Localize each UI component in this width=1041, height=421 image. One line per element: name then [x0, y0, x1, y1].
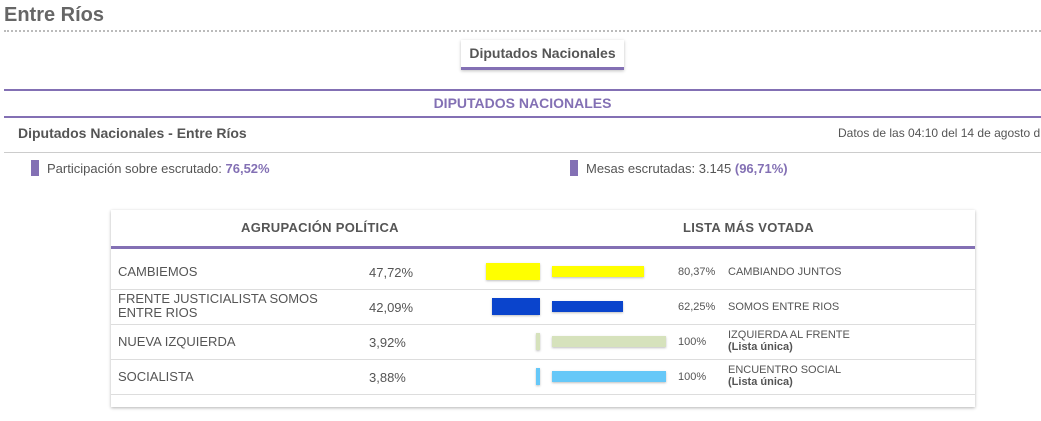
party-name: NUEVA IZQUIERDA [118, 334, 236, 349]
lista-label: CAMBIANDO JUNTOS [728, 266, 842, 278]
lista-label: ENCUENTRO SOCIAL [728, 364, 842, 376]
participacion-label: Participación sobre escrutado: [47, 160, 222, 176]
party-pct: 42,09% [369, 300, 414, 315]
mesas-value: (96,71%) [734, 160, 788, 176]
lista-bar [552, 371, 666, 382]
header-divider [111, 246, 975, 249]
results-table: AGRUPACIÓN POLÍTICA LISTA MÁS VOTADA CAM… [111, 210, 975, 407]
table-row: CAMBIEMOS 47,72% 80,37% CAMBIANDO JUNTOS [111, 254, 975, 290]
mesas-stat: Mesas escrutadas: 3.145 (96,71%) [570, 160, 788, 176]
lista-label: SOMOS ENTRE RIOS [728, 301, 840, 313]
mesas-label: Mesas escrutadas: 3.145 [586, 160, 732, 176]
lista-pct: 62,25% [678, 301, 716, 313]
lista-name: CAMBIANDO JUNTOS [728, 266, 841, 278]
lista-note: (Lista única) [728, 341, 793, 353]
lista-pct: 100% [678, 371, 707, 383]
party-bar [492, 298, 540, 315]
lista-name: ENCUENTRO SOCIAL (Lista única) [728, 364, 841, 388]
header-agrupacion: AGRUPACIÓN POLÍTICA [241, 220, 399, 235]
participacion-value: 76,52% [225, 160, 270, 176]
party-name: CAMBIEMOS [118, 264, 198, 279]
table-row: NUEVA IZQUIERDA 3,92% 100% IZQUIERDA AL … [111, 324, 975, 360]
lista-name: SOMOS ENTRE RIOS [728, 301, 839, 313]
party-bar [486, 263, 540, 280]
lista-pct: 100% [678, 336, 707, 348]
party-bar [536, 368, 540, 385]
lista-pct: 80,37% [678, 266, 716, 278]
lista-note: (Lista única) [728, 376, 793, 388]
lista-name: IZQUIERDA AL FRENTE (Lista única) [728, 329, 850, 353]
header-lista: LISTA MÁS VOTADA [683, 220, 814, 235]
data-timestamp: Datos de las 04:10 del 14 de agosto d [838, 126, 1041, 140]
party-name: FRENTE JUSTICIALISTA SOMOS ENTRE RIOS [118, 291, 318, 320]
section-subtitle: Diputados Nacionales - Entre Ríos [18, 125, 247, 141]
page-title: Entre Ríos [4, 4, 105, 26]
table-row: SOCIALISTA 3,88% 100% ENCUENTRO SOCIAL (L… [111, 359, 975, 395]
lista-bar [552, 266, 644, 277]
participacion-stat: Participación sobre escrutado: 76,52% [31, 160, 270, 176]
bullet-square-icon [31, 160, 39, 176]
party-pct: 3,92% [369, 335, 406, 350]
title-divider [4, 30, 1041, 32]
party-pct: 3,88% [369, 370, 406, 385]
section-band-title: DIPUTADOS NACIONALES [4, 89, 1041, 118]
lista-bar [552, 336, 666, 347]
party-bar [536, 333, 540, 350]
lista-label: IZQUIERDA AL FRENTE [728, 329, 850, 341]
lista-bar [552, 301, 623, 312]
party-name: SOCIALISTA [118, 369, 194, 384]
divider [4, 152, 1041, 153]
party-pct: 47,72% [369, 265, 414, 280]
bullet-square-icon [570, 160, 578, 176]
tab-diputados-nacionales[interactable]: Diputados Nacionales [461, 40, 624, 70]
table-row: FRENTE JUSTICIALISTA SOMOS ENTRE RIOS 42… [111, 289, 975, 325]
